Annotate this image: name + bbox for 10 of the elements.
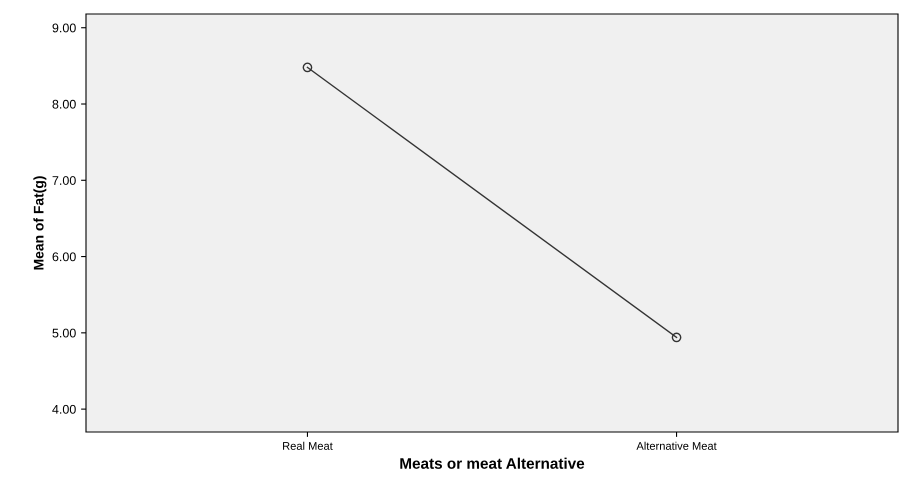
x-axis-title: Meats or meat Alternative bbox=[400, 458, 584, 469]
y-tick-label: 5.00 bbox=[52, 328, 76, 338]
y-tick-label: 6.00 bbox=[52, 252, 76, 262]
y-axis-title: Mean of Fat(g) bbox=[33, 176, 46, 270]
x-tick-label: Alternative Meat bbox=[636, 442, 717, 450]
y-tick-label: 4.00 bbox=[52, 404, 76, 414]
y-tick-label: 7.00 bbox=[52, 176, 76, 185]
y-tick-label: 9.00 bbox=[52, 24, 76, 32]
x-tick-label: Real Meat bbox=[283, 442, 333, 450]
y-tick-label: 8.00 bbox=[52, 100, 76, 109]
